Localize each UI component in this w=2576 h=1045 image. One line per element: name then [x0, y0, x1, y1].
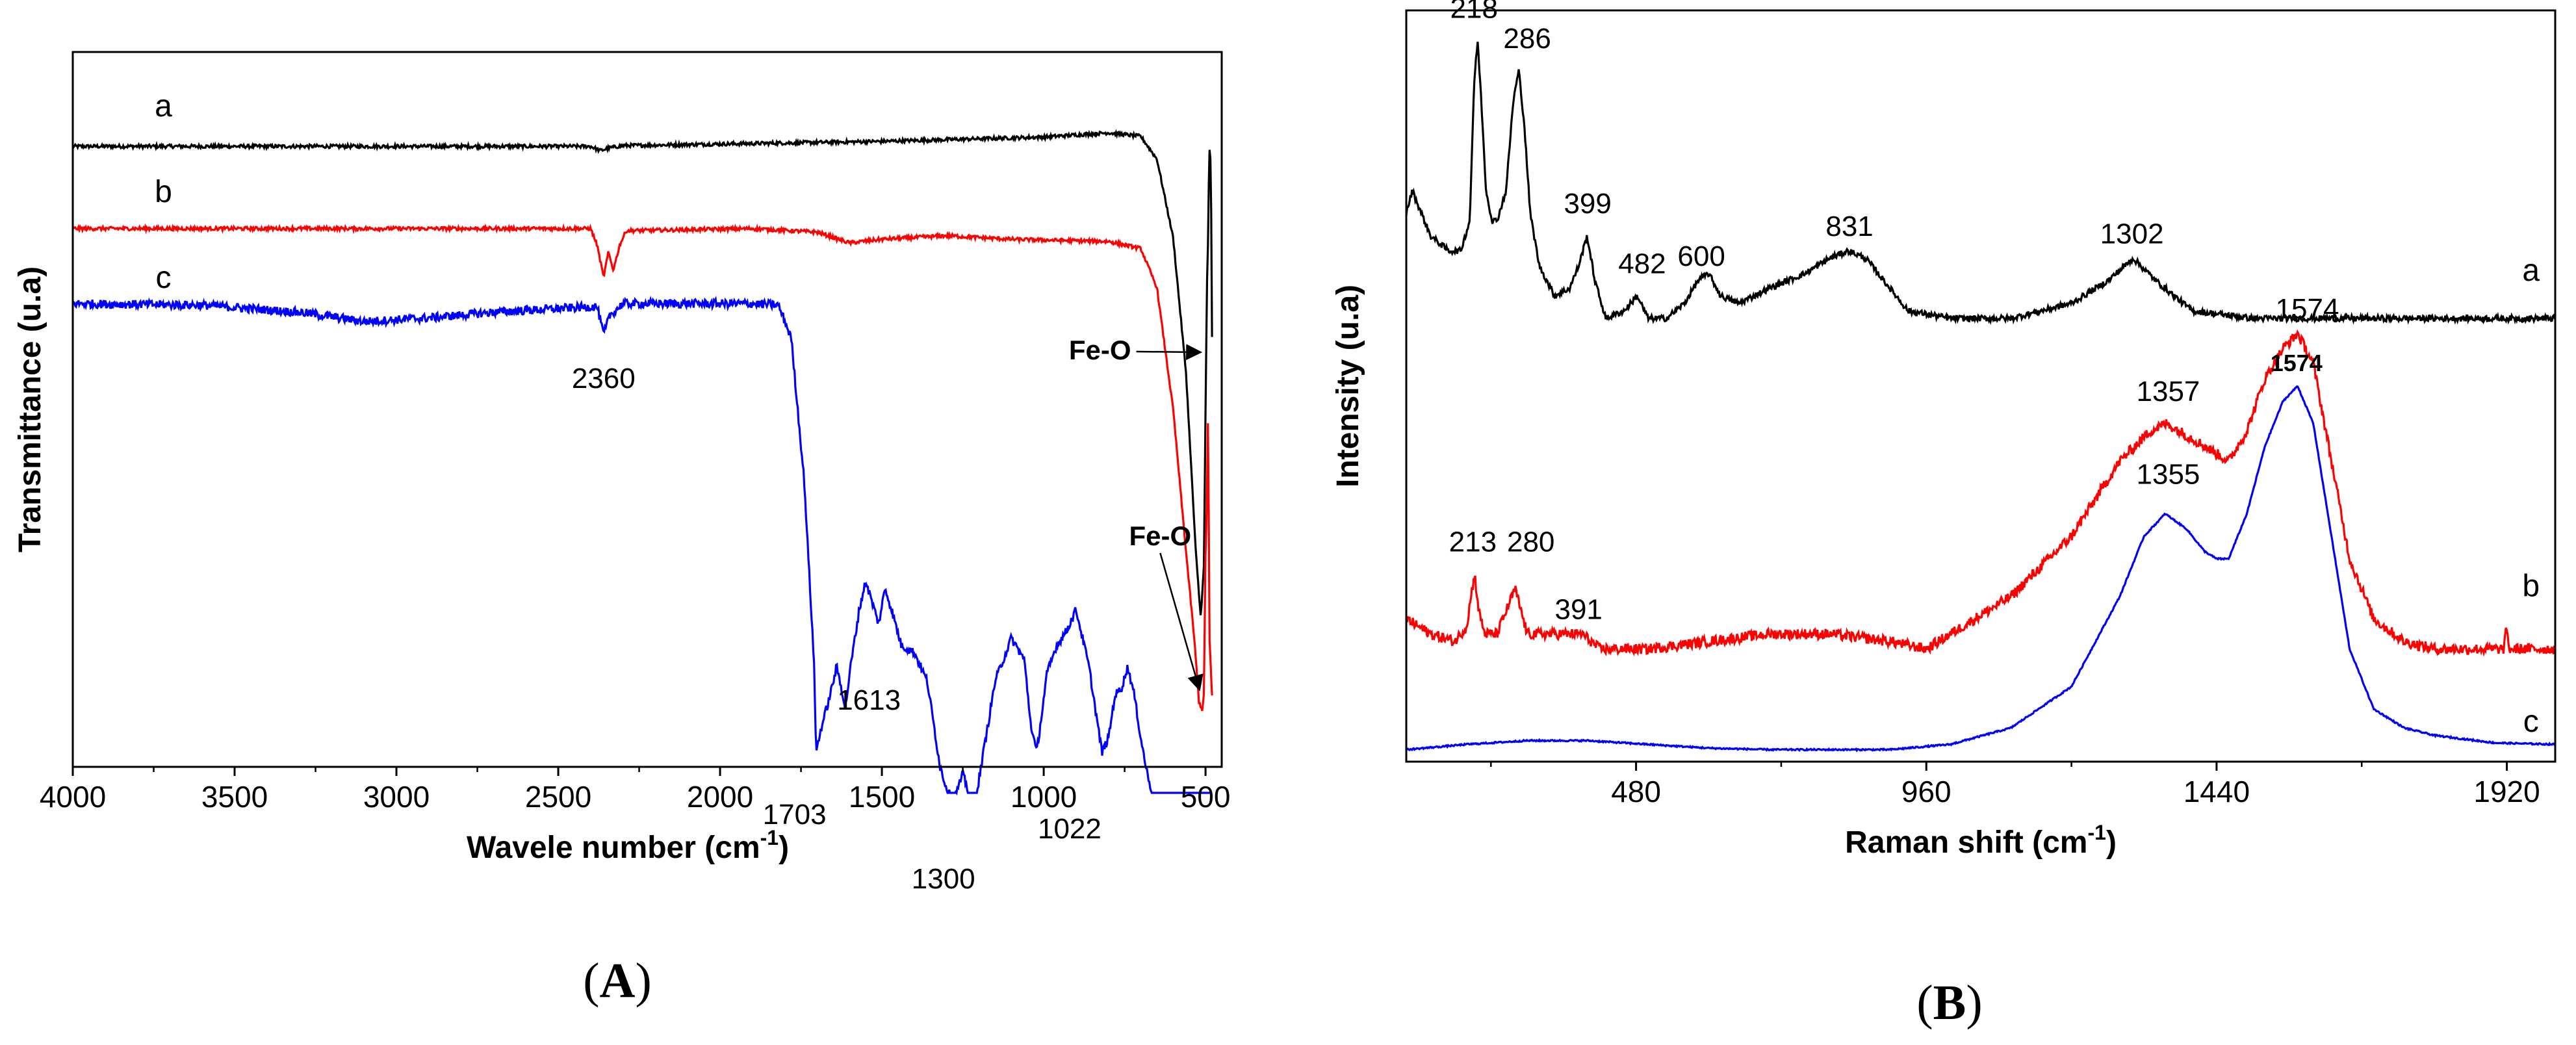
x-tick-label: 960: [1901, 775, 1951, 808]
peak-label: 399: [1564, 188, 1611, 220]
y-axis-label: Intensity (u.a): [1331, 285, 1365, 487]
peak-label: 280: [1507, 526, 1554, 558]
fe-o-label: Fe-O: [1129, 521, 1192, 551]
series-a: [1405, 42, 2556, 326]
peak-label: 1357: [2137, 376, 2200, 407]
peak-label: 1302: [2100, 218, 2164, 250]
series-line-c: [72, 295, 1213, 795]
peak-label-bold: 1574: [2271, 350, 2323, 376]
series-line-b: [71, 223, 1213, 712]
series-b: [1405, 329, 2557, 657]
x-axis-label: Raman shift (cm-1): [1845, 821, 2117, 860]
peak-label: 831: [1825, 211, 1873, 242]
peak-label: 482: [1618, 248, 1666, 280]
x-tick-label: 2500: [525, 780, 591, 814]
series-b: [71, 223, 1213, 712]
x-tick-label: 500: [1181, 780, 1231, 814]
x-tick-label: 3500: [201, 780, 268, 814]
curve-label-b: b: [2522, 569, 2540, 604]
peak-label: 1703: [763, 799, 827, 831]
x-tick-label: 1440: [2183, 775, 2250, 808]
peak-label: 2360: [572, 363, 636, 394]
series-line-a: [71, 129, 1213, 615]
plot-frame: [1405, 9, 2557, 763]
fe-o-label: Fe-O: [1069, 335, 1131, 365]
fe-o-arrow: [1159, 552, 1204, 691]
peak-label: 600: [1677, 240, 1725, 272]
x-tick-label: 1500: [849, 780, 915, 814]
panel-a: 4000 3500 3000 2500 2000 1500 1000 500 Wavele nu…: [0, 0, 1274, 923]
curve-label-b: b: [155, 175, 172, 209]
series-line-c: [1405, 385, 2556, 753]
x-tick-label: 2000: [687, 780, 753, 814]
x-tick-label: 1000: [1011, 780, 1077, 814]
x-tick-label: 480: [1611, 775, 1661, 808]
y-axis-label: Transmittance (u.a): [13, 266, 47, 552]
curve-label-a: a: [155, 89, 172, 123]
caption-b: (B): [1916, 975, 1983, 1030]
curve-label-c: c: [2523, 704, 2539, 739]
series-c: [72, 295, 1213, 795]
x-tick-label: 4000: [40, 780, 106, 814]
series-line-b: [1405, 329, 2557, 657]
peak-label: 1613: [837, 684, 901, 716]
x-tick-label: 1920: [2473, 775, 2540, 808]
peak-label: 1355: [2137, 458, 2200, 490]
series-line-a: [1405, 42, 2556, 326]
raman-chart: 480 960 1440 1920 Raman shift (cm-1) Intensit…: [1331, 0, 2557, 860]
panel-b: 480 960 1440 1920 Raman shift (cm-1) Intensit…: [1326, 0, 2576, 923]
peak-label: 1022: [1038, 813, 1101, 845]
series-c: [1405, 385, 2556, 753]
peak-label: 1300: [912, 863, 975, 895]
ftir-chart: 4000 3500 3000 2500 2000 1500 1000 500 Wavele nu…: [13, 51, 1231, 895]
peak-label: 218: [1450, 0, 1498, 25]
curve-label-c: c: [155, 261, 171, 295]
series-a: [71, 129, 1213, 615]
plot-frame: [71, 51, 1223, 768]
x-axis-label: Wavele number (cm-1): [467, 826, 789, 865]
peak-label: 1574: [2276, 293, 2339, 325]
peak-label: 213: [1449, 526, 1497, 558]
curve-label-a: a: [2522, 253, 2540, 288]
caption-a: (A): [583, 953, 652, 1008]
peak-label: 391: [1554, 593, 1602, 625]
x-tick-label: 3000: [363, 780, 430, 814]
peak-label: 286: [1503, 23, 1551, 55]
